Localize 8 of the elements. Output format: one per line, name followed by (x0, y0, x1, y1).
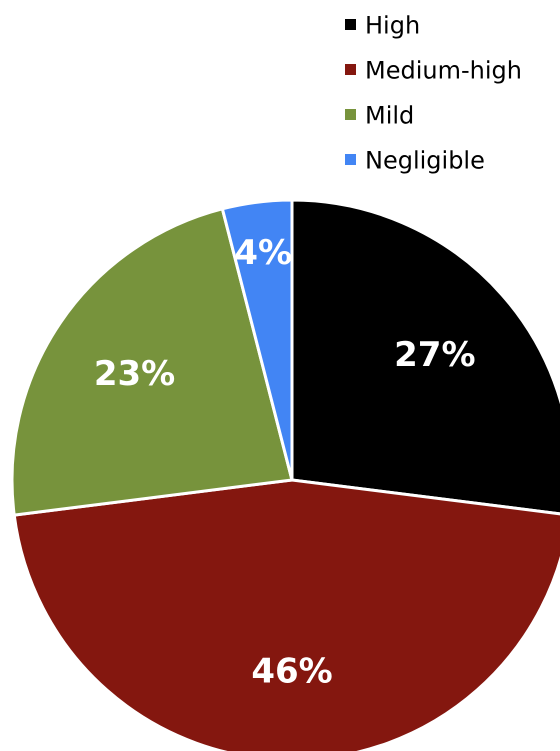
data-label: 23% (94, 354, 176, 394)
legend-label: High (365, 11, 420, 40)
legend-label: Mild (365, 101, 414, 130)
data-label: 27% (394, 334, 476, 375)
legend-label: Medium-high (365, 56, 522, 84)
legend-label: Negligible (365, 146, 485, 174)
data-label: 46% (251, 651, 333, 692)
data-label: 4% (234, 233, 292, 274)
